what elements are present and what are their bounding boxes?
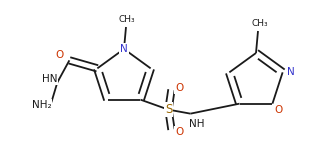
Text: NH₂: NH₂	[32, 100, 51, 110]
Text: N: N	[120, 44, 128, 54]
Text: O: O	[175, 127, 183, 137]
Text: HN: HN	[41, 74, 57, 84]
Text: NH: NH	[189, 119, 204, 129]
Text: CH₃: CH₃	[252, 20, 268, 28]
Text: CH₃: CH₃	[119, 15, 135, 24]
Text: N: N	[287, 67, 295, 77]
Text: O: O	[175, 83, 183, 93]
Text: O: O	[55, 50, 64, 60]
Text: O: O	[274, 105, 283, 115]
Text: S: S	[165, 103, 172, 116]
